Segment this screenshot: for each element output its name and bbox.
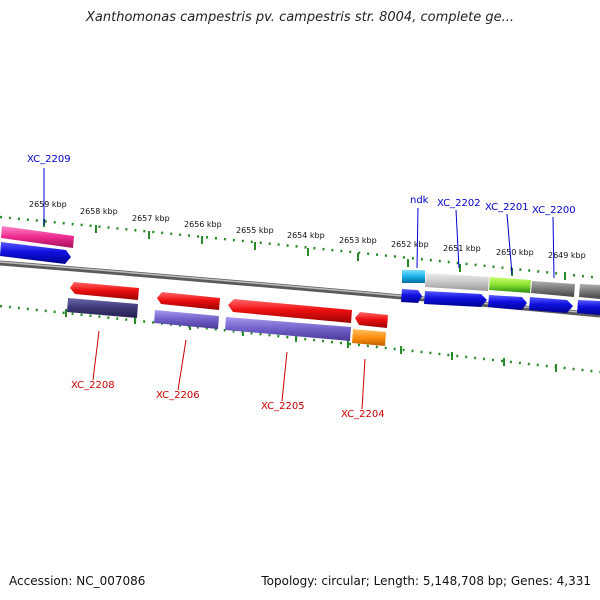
label-xc-2200[interactable]: XC_2200 <box>532 205 576 216</box>
label-ndk[interactable]: ndk <box>410 195 429 206</box>
cds-xc-2205[interactable] <box>228 299 352 323</box>
label-xc-2204[interactable]: XC_2204 <box>341 409 385 420</box>
label-xc-2208[interactable]: XC_2208 <box>71 380 115 391</box>
gene-xc-2205[interactable] <box>225 317 351 341</box>
gene-xc-2208[interactable] <box>67 298 138 318</box>
gene-xc-2204[interactable] <box>352 329 386 346</box>
top-label-leaders <box>43 168 555 279</box>
ruler-label: 2657 kbp <box>132 214 170 223</box>
ruler-label: 2650 kbp <box>496 248 534 257</box>
ruler-label: 2655 kbp <box>236 226 274 235</box>
gene-xc-2206[interactable] <box>154 310 219 329</box>
ruler-label: 2652 kbp <box>391 240 429 249</box>
label-xc-2201[interactable]: XC_2201 <box>485 202 529 213</box>
gene-xc-2200[interactable] <box>531 281 575 297</box>
gene-next[interactable] <box>579 284 600 299</box>
ruler-labels: 2659 kbp 2658 kbp 2657 kbp 2656 kbp 2655… <box>29 200 586 260</box>
ruler-label: 2659 kbp <box>29 200 67 209</box>
gene-ndk[interactable] <box>402 270 425 283</box>
cds-xc-2208[interactable] <box>70 282 139 300</box>
gene-xc-2201[interactable] <box>489 277 531 293</box>
cds-next[interactable] <box>577 300 600 315</box>
forward-features <box>0 226 600 315</box>
bottom-label-leaders <box>92 330 366 410</box>
cds-xc-2201[interactable] <box>488 295 527 310</box>
label-xc-2209[interactable]: XC_2209 <box>27 154 71 165</box>
cds-xc-2209[interactable] <box>0 242 71 264</box>
cds-xc-2206[interactable] <box>157 292 220 310</box>
cds-xc-2200[interactable] <box>529 297 573 313</box>
map-title: Xanthomonas campestris pv. campestris st… <box>86 10 514 25</box>
label-xc-2202[interactable]: XC_2202 <box>437 198 481 209</box>
gene-xc-2202[interactable] <box>425 273 489 291</box>
gene-xc-2209[interactable] <box>1 226 74 248</box>
genome-summary-text: Topology: circular; Length: 5,148,708 bp… <box>261 574 591 588</box>
ruler-label: 2656 kbp <box>184 220 222 229</box>
ruler-label: 2649 kbp <box>548 251 586 260</box>
ruler-label: 2658 kbp <box>80 207 118 216</box>
accession-text: Accession: NC_007086 <box>9 574 146 588</box>
label-xc-2205[interactable]: XC_2205 <box>261 401 305 412</box>
cds-xc-2204[interactable] <box>355 312 388 328</box>
top-gene-labels: XC_2209 ndk XC_2202 XC_2201 XC_2200 <box>27 154 576 216</box>
ruler-label: 2653 kbp <box>339 236 377 245</box>
bottom-gene-labels: XC_2208 XC_2206 XC_2205 XC_2204 <box>71 380 385 420</box>
reverse-features <box>67 282 388 346</box>
ruler-label: 2651 kbp <box>443 244 481 253</box>
cds-ndk[interactable] <box>401 289 422 303</box>
label-xc-2206[interactable]: XC_2206 <box>156 390 200 401</box>
cds-xc-2202[interactable] <box>424 291 487 307</box>
ruler-label: 2654 kbp <box>287 231 325 240</box>
